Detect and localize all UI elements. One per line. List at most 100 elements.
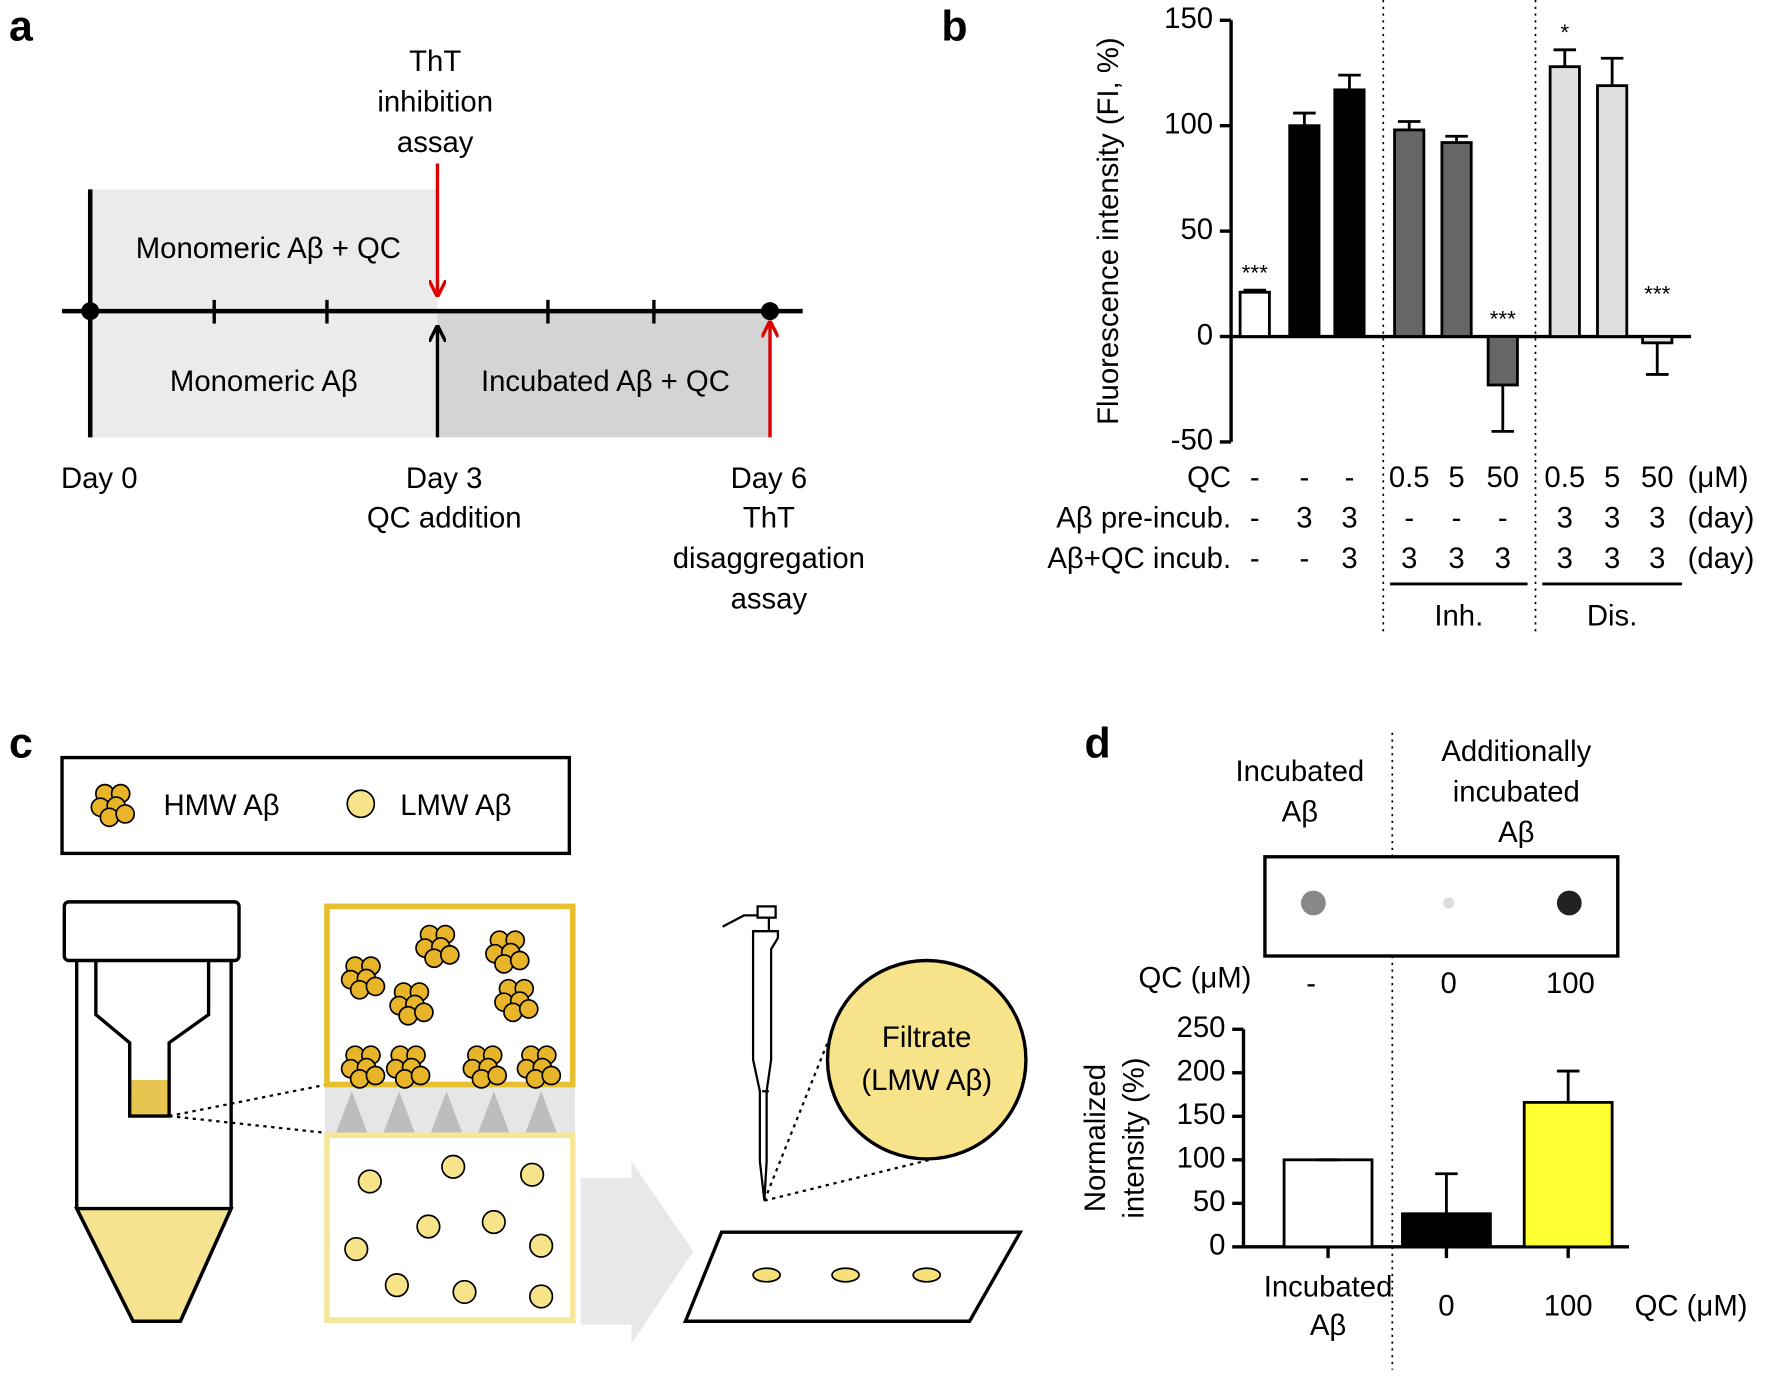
- bar: [1238, 290, 1271, 338]
- bar: [1486, 335, 1519, 387]
- table-cell: -: [1250, 501, 1260, 534]
- lmw-particles: [344, 1154, 554, 1309]
- timeline-ticks: [212, 299, 656, 324]
- row-label: QC: [1187, 461, 1231, 494]
- bar: [1548, 65, 1581, 338]
- row-label: Aβ pre-incub.: [1056, 501, 1231, 534]
- bar: [1288, 124, 1321, 338]
- row-label: Aβ+QC incub.: [1047, 542, 1231, 575]
- error-bar: [1556, 1069, 1580, 1103]
- bar: [1282, 1158, 1374, 1249]
- table-cell: -: [1250, 542, 1260, 575]
- table-cell: -: [1498, 501, 1508, 534]
- x-tick-label: Incubated Aβ: [1264, 1270, 1393, 1341]
- label: Aβ: [1282, 796, 1318, 829]
- y-tick-label: 250: [1177, 1011, 1226, 1044]
- label: Monomeric Aβ + QC: [136, 232, 401, 265]
- significance: *: [1560, 20, 1569, 45]
- unit-label: (day): [1688, 501, 1755, 534]
- table-cell: -: [1299, 461, 1309, 494]
- table-cell: 3: [1341, 501, 1357, 534]
- significance: ***: [1242, 260, 1269, 285]
- y-tick-label: 150: [1164, 2, 1213, 35]
- panel-label: a: [9, 3, 34, 51]
- table-cell: 3: [1495, 542, 1511, 575]
- table-cell: 5: [1604, 461, 1620, 494]
- table-cell: 0.5: [1389, 461, 1430, 494]
- table-cell: -: [1404, 501, 1414, 534]
- bar: [1641, 335, 1674, 345]
- bar: [1522, 1100, 1614, 1249]
- error-bar: [1435, 1172, 1458, 1214]
- label: Filtrate: [882, 1021, 972, 1054]
- group-label: Inh.: [1434, 600, 1483, 633]
- error-bar: [1553, 48, 1577, 67]
- label: 0: [1441, 967, 1457, 1000]
- label: ThT: [743, 501, 795, 534]
- error-bar: [1397, 120, 1421, 130]
- table-cell: 3: [1296, 501, 1312, 534]
- phase-bg: [437, 311, 771, 438]
- label: assay: [731, 583, 808, 616]
- table-cell: -: [1452, 501, 1462, 534]
- y-tick-label: 100: [1177, 1142, 1226, 1175]
- legend-icon: [346, 789, 376, 819]
- y-axis-label: Fluorescence intensity (FI, %): [1092, 37, 1125, 424]
- panel-label: b: [941, 3, 967, 51]
- zoom-lines: [168, 1083, 328, 1135]
- y-tick-label: 0: [1197, 318, 1213, 351]
- table-cell: 50: [1641, 461, 1674, 494]
- label: QC (μM): [1138, 961, 1251, 994]
- filter-pores: [335, 1091, 557, 1133]
- bar: [1393, 128, 1426, 338]
- significance: ***: [1490, 307, 1517, 332]
- error-bar: [1600, 56, 1624, 86]
- label: 100: [1546, 967, 1595, 1000]
- table-cell: 3: [1557, 542, 1573, 575]
- label: incubated: [1453, 775, 1580, 808]
- table-cell: 3: [1448, 542, 1464, 575]
- pipette: [722, 905, 780, 1201]
- table-cell: 0.5: [1544, 461, 1585, 494]
- panel-a: a ThT inhibition assay Monomeric Aβ + QC…: [9, 3, 865, 616]
- dot: [760, 302, 780, 321]
- y-tick-label: 100: [1164, 107, 1213, 140]
- blot-dot: [1556, 890, 1582, 916]
- bar: [1440, 141, 1473, 338]
- x-tick-label: 0: [1438, 1289, 1454, 1322]
- table-cell: 3: [1649, 501, 1665, 534]
- table-cell: 3: [1604, 501, 1620, 534]
- error-bar: [1338, 73, 1361, 90]
- label: QC addition: [367, 501, 522, 534]
- group-label: Dis.: [1587, 600, 1637, 633]
- panel-label: d: [1085, 720, 1111, 768]
- legend-label: LMW Aβ: [400, 789, 511, 822]
- table-cell: 50: [1486, 461, 1519, 494]
- panel-label: c: [9, 720, 33, 768]
- panel-d: d Incubated Aβ Additionally incubated Aβ…: [1085, 720, 1620, 1370]
- panel-c: c HMW Aβ LMW Aβ: [9, 720, 1028, 1344]
- zoom-lines: [763, 1019, 934, 1202]
- blot-dot: [1300, 890, 1326, 916]
- label: Day 0: [61, 462, 138, 495]
- table-cell: 3: [1604, 542, 1620, 575]
- y-tick-label: 50: [1193, 1185, 1226, 1218]
- bar: [1401, 1212, 1492, 1249]
- legend-label: HMW Aβ: [163, 789, 279, 822]
- label: disaggregation: [673, 542, 865, 575]
- significance: ***: [1644, 281, 1671, 306]
- table-cell: 3: [1341, 542, 1357, 575]
- label: (LMW Aβ): [861, 1064, 992, 1097]
- label: Aβ: [1498, 816, 1534, 849]
- error-bar: [1445, 134, 1468, 143]
- label: ThT: [409, 45, 461, 78]
- label: assay: [397, 126, 474, 159]
- table-cell: -: [1250, 461, 1260, 494]
- blot-dot: [1443, 897, 1455, 909]
- y-tick-label: 200: [1177, 1055, 1226, 1088]
- label: Day 3: [406, 462, 483, 495]
- label: Additionally: [1441, 735, 1591, 768]
- label: Day 6: [731, 462, 808, 495]
